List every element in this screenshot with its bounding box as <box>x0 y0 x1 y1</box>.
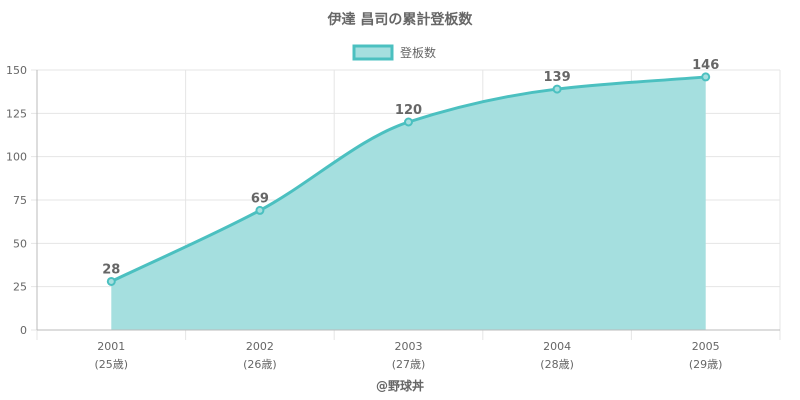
y-tick-label: 50 <box>13 237 27 250</box>
x-tick-label: 2002 <box>246 340 274 353</box>
points <box>106 72 711 286</box>
legend[interactable]: 登板数 <box>352 44 436 61</box>
legend-label: 登板数 <box>400 45 436 60</box>
data-label: 146 <box>692 58 719 73</box>
chart-title: 伊達 昌司の累計登板数 <box>327 11 474 28</box>
data-labels: 28 69 120 139 146 <box>102 58 719 278</box>
x-tick-sublabel: (29歳) <box>689 358 723 371</box>
series-area <box>111 76 706 330</box>
legend-swatch <box>352 44 394 61</box>
y-tick-label: 0 <box>20 324 27 337</box>
data-point[interactable] <box>552 84 562 94</box>
y-tick-label: 75 <box>13 194 27 207</box>
data-point[interactable] <box>701 72 711 82</box>
y-tick-label: 100 <box>6 151 27 164</box>
x-tick-sublabel: (27歳) <box>392 358 426 371</box>
y-tick-label: 125 <box>6 107 27 120</box>
x-tick-label: 2001 <box>97 340 125 353</box>
y-tick-label: 150 <box>6 64 27 77</box>
data-point[interactable] <box>106 276 116 286</box>
data-label: 69 <box>251 191 269 206</box>
x-tick-label: 2005 <box>692 340 720 353</box>
data-label: 139 <box>544 70 571 85</box>
axes: 0 25 50 75 100 125 150 2001 (25歳) 2002 (26歳) 2003 (2… <box>6 64 780 371</box>
data-point[interactable] <box>255 205 265 215</box>
x-tick-label: 2003 <box>395 340 423 353</box>
x-tick-sublabel: (28歳) <box>540 358 574 371</box>
x-tick-sublabel: (25歳) <box>95 358 129 371</box>
data-point[interactable] <box>404 117 413 127</box>
data-label: 120 <box>395 103 422 118</box>
x-tick-label: 2004 <box>543 340 571 353</box>
data-label: 28 <box>102 262 120 277</box>
y-tick-label: 25 <box>13 281 27 294</box>
footer-credit: @野球丼 <box>376 378 424 393</box>
x-tick-sublabel: (26歳) <box>243 358 277 371</box>
